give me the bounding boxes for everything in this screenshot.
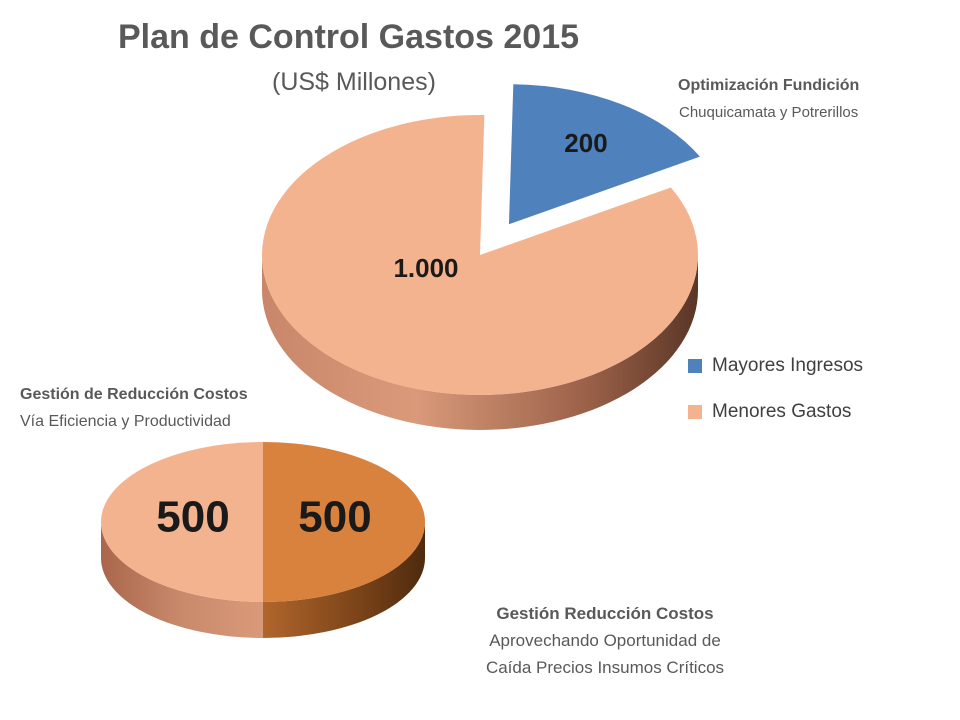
pie-slice-mayores-ingresos [508, 84, 700, 225]
pie-slice-menores-gastos [261, 114, 698, 395]
legend-swatch-mayores-ingresos [688, 359, 702, 373]
annotation-insumos-heading: Gestión Reducción Costos [496, 604, 714, 623]
annotation-optimizacion-heading: Optimización Fundición [678, 77, 860, 94]
legend-swatch-menores-gastos [688, 405, 702, 419]
pie2-data-label-2: 500 [298, 493, 371, 542]
pie2-slice-2 [263, 442, 425, 602]
pie-slice-side-menores-gastos [262, 255, 698, 430]
annotation-eficiencia-text: Vía Eficiencia y Productividad [20, 413, 231, 430]
legend-label-menores-gastos: Menores Gastos [712, 401, 852, 422]
data-label-mayores-ingresos: 200 [564, 128, 607, 158]
pie2-data-label-1: 500 [156, 493, 229, 542]
pie2-slice-side-2 [263, 522, 425, 638]
annotation-optimizacion-text: Chuquicamata y Potrerillos [679, 104, 859, 121]
annotation-insumos: Gestión Reducción Costos Aprovechando Op… [440, 600, 770, 681]
pie2-slice-side-1 [101, 522, 263, 638]
annotation-insumos-line-1: Aprovechando Oportunidad de [489, 631, 721, 650]
legend-label-mayores-ingresos: Mayores Ingresos [712, 355, 864, 376]
annotation-insumos-line-2: Caída Precios Insumos Críticos [485, 658, 725, 677]
legend-item-menores-gastos: Menores Gastos [688, 401, 852, 422]
data-label-menores-gastos: 1.000 [393, 253, 458, 283]
pie2-slice-1 [101, 442, 263, 602]
chart-subtitle: (US$ Millones) [272, 68, 436, 96]
legend-item-mayores-ingresos: Mayores Ingresos [688, 355, 864, 376]
chart-title: Plan de Control Gastos 2015 [118, 18, 580, 56]
pie-chart-main: 200 1.000 [261, 84, 700, 430]
annotation-eficiencia-heading: Gestión de Reducción Costos [20, 386, 248, 403]
pie-chart-secondary: 500 500 [101, 442, 425, 638]
